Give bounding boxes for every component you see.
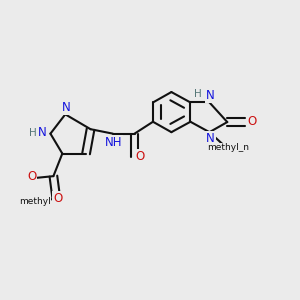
Text: O: O [27, 170, 36, 183]
Text: O: O [136, 150, 145, 163]
Text: H: H [29, 128, 37, 138]
Text: NH: NH [105, 136, 122, 149]
Text: N: N [206, 89, 215, 102]
Text: O: O [247, 115, 256, 128]
Text: N: N [206, 132, 215, 145]
Text: O: O [53, 192, 62, 205]
Text: methyl: methyl [19, 196, 51, 206]
Text: H: H [194, 88, 202, 98]
Text: methyl_n: methyl_n [207, 143, 249, 152]
Text: N: N [38, 126, 46, 139]
Text: N: N [62, 101, 70, 114]
